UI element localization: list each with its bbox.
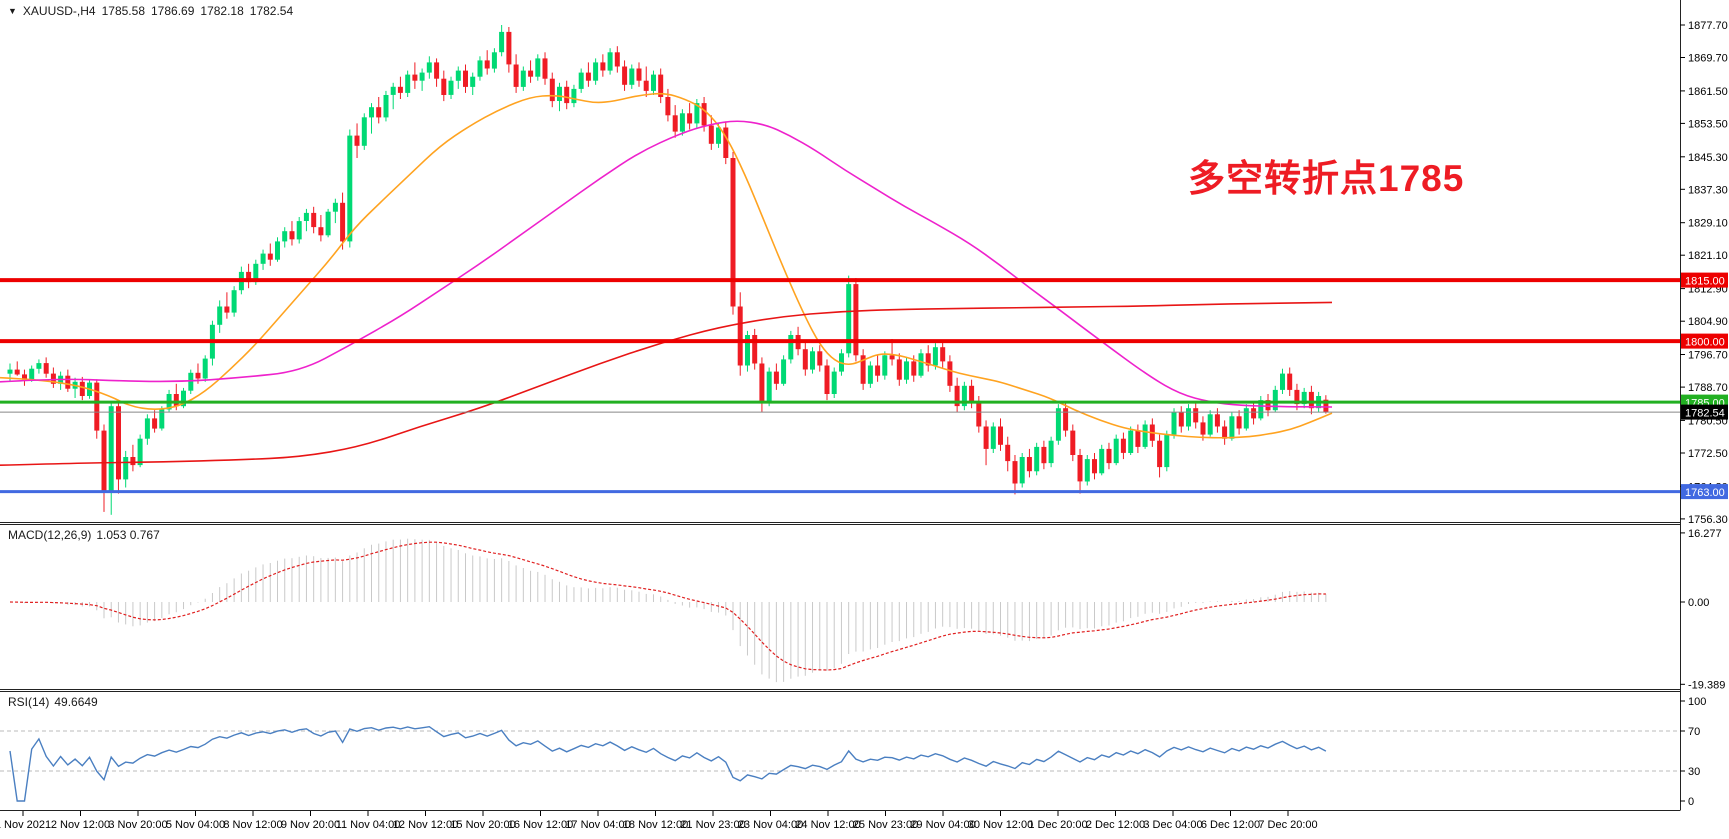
svg-text:70: 70: [1688, 726, 1700, 738]
macd-signal-line: [9, 541, 1326, 671]
svg-text:6 Dec 12:00: 6 Dec 12:00: [1201, 819, 1260, 831]
rsi-panel[interactable]: [0, 725, 1680, 802]
price-badge-1800.00: [1681, 333, 1728, 349]
svg-text:11 Nov 04:00: 11 Nov 04:00: [336, 819, 401, 831]
time-axis[interactable]: 1 Nov 2021 2 Nov 12:003 Nov 20:005 Nov 04…: [0, 811, 1318, 831]
panel-borders: [0, 0, 1681, 811]
rsi-line: [9, 725, 1327, 802]
macd-panel[interactable]: [9, 538, 1327, 683]
svg-text:1877.70: 1877.70: [1688, 20, 1728, 32]
svg-text:1763.00: 1763.00: [1685, 487, 1725, 499]
svg-text:16 Nov 12:00: 16 Nov 12:00: [508, 819, 573, 831]
macd-name: MACD(12,26,9): [8, 528, 92, 542]
svg-text:1837.30: 1837.30: [1688, 184, 1728, 196]
ma-slow: [0, 301, 1333, 466]
svg-text:21 Nov 23:00: 21 Nov 23:00: [680, 819, 745, 831]
svg-text:8 Nov 12:00: 8 Nov 12:00: [223, 819, 282, 831]
high-value: 1786.69: [151, 4, 195, 18]
svg-text:1853.50: 1853.50: [1688, 118, 1728, 130]
moving-averages-layer: [0, 92, 1333, 466]
svg-text:30: 30: [1688, 766, 1700, 778]
svg-text:3 Dec 04:00: 3 Dec 04:00: [1143, 819, 1202, 831]
rsi-value: 49.6649: [54, 695, 98, 709]
svg-text:0.00: 0.00: [1688, 597, 1709, 609]
bid-price-badge: [1681, 404, 1728, 420]
rsi-indicator-label: RSI(14) 49.6649: [8, 695, 103, 709]
svg-text:1815.00: 1815.00: [1685, 276, 1725, 288]
svg-text:-19.389: -19.389: [1688, 679, 1725, 691]
svg-text:1845.30: 1845.30: [1688, 152, 1728, 164]
svg-text:1772.50: 1772.50: [1688, 448, 1728, 460]
svg-text:1804.90: 1804.90: [1688, 316, 1728, 328]
svg-text:24 Nov 12:00: 24 Nov 12:00: [795, 819, 860, 831]
svg-text:5 Nov 04:00: 5 Nov 04:00: [166, 819, 225, 831]
svg-text:1821.10: 1821.10: [1688, 250, 1728, 262]
svg-text:1 Nov 2021: 1 Nov 2021: [0, 819, 51, 831]
svg-text:18 Nov 12:00: 18 Nov 12:00: [623, 819, 688, 831]
svg-text:0: 0: [1688, 796, 1694, 808]
svg-text:1788.70: 1788.70: [1688, 382, 1728, 394]
svg-text:1800.00: 1800.00: [1685, 337, 1725, 349]
low-value: 1782.18: [200, 4, 244, 18]
svg-text:12 Nov 12:00: 12 Nov 12:00: [393, 819, 458, 831]
svg-text:2 Nov 12:00: 2 Nov 12:00: [51, 819, 110, 831]
svg-text:1869.70: 1869.70: [1688, 53, 1728, 65]
svg-text:7 Dec 20:00: 7 Dec 20:00: [1258, 819, 1317, 831]
price-axis[interactable]: 1877.70 1869.70 1861.50 1853.50 1845.30 1837.…: [1680, 20, 1728, 526]
svg-text:9 Nov 20:00: 9 Nov 20:00: [281, 819, 340, 831]
symbol-ohlc-readout: ▼ XAUUSD-,H4 1785.58 1786.69 1782.18 1782.54: [8, 4, 299, 18]
close-value: 1782.54: [249, 4, 294, 18]
svg-text:1829.10: 1829.10: [1688, 218, 1728, 230]
macd-indicator-label: MACD(12,26,9) 1.053 0.767: [8, 528, 165, 542]
svg-text:25 Nov 23:00: 25 Nov 23:00: [853, 819, 918, 831]
symbol-name: XAUUSD-,H4: [22, 4, 96, 18]
svg-text:100: 100: [1688, 696, 1706, 708]
svg-text:29 Nov 04:00: 29 Nov 04:00: [910, 819, 975, 831]
svg-text:15 Nov 20:00: 15 Nov 20:00: [450, 819, 515, 831]
svg-text:30 Nov 12:00: 30 Nov 12:00: [968, 819, 1033, 831]
open-value: 1785.58: [101, 4, 145, 18]
svg-text:1796.70: 1796.70: [1688, 350, 1728, 362]
svg-text:1782.54: 1782.54: [1685, 408, 1725, 420]
candles-layer: [7, 25, 1329, 515]
svg-text:2 Dec 12:00: 2 Dec 12:00: [1086, 819, 1145, 831]
svg-text:1756.30: 1756.30: [1688, 514, 1728, 526]
rsi-name: RSI(14): [8, 695, 50, 709]
chart-text-annotation[interactable]: 多空转折点1785: [1188, 158, 1465, 199]
svg-text:17 Nov 04:00: 17 Nov 04:00: [565, 819, 630, 831]
indicator-axes[interactable]: 16.277 0.00 -19.389 100 70 30 0: [1680, 528, 1725, 808]
horizontal-lines-layer[interactable]: [0, 278, 1680, 494]
svg-text:23 Nov 04:00: 23 Nov 04:00: [738, 819, 803, 831]
svg-text:1861.50: 1861.50: [1688, 86, 1728, 98]
ma-fast: [0, 92, 1333, 439]
svg-text:1 Dec 20:00: 1 Dec 20:00: [1028, 819, 1087, 831]
svg-text:16.277: 16.277: [1688, 528, 1722, 540]
price-badge-1763.00: [1681, 484, 1728, 500]
ma-medium: [0, 120, 1333, 408]
price-badge-1815.00: [1681, 272, 1728, 288]
macd-values: 1.053 0.767: [96, 528, 160, 542]
collapse-arrow-icon[interactable]: ▼: [8, 6, 17, 16]
svg-text:3 Nov 20:00: 3 Nov 20:00: [108, 819, 167, 831]
